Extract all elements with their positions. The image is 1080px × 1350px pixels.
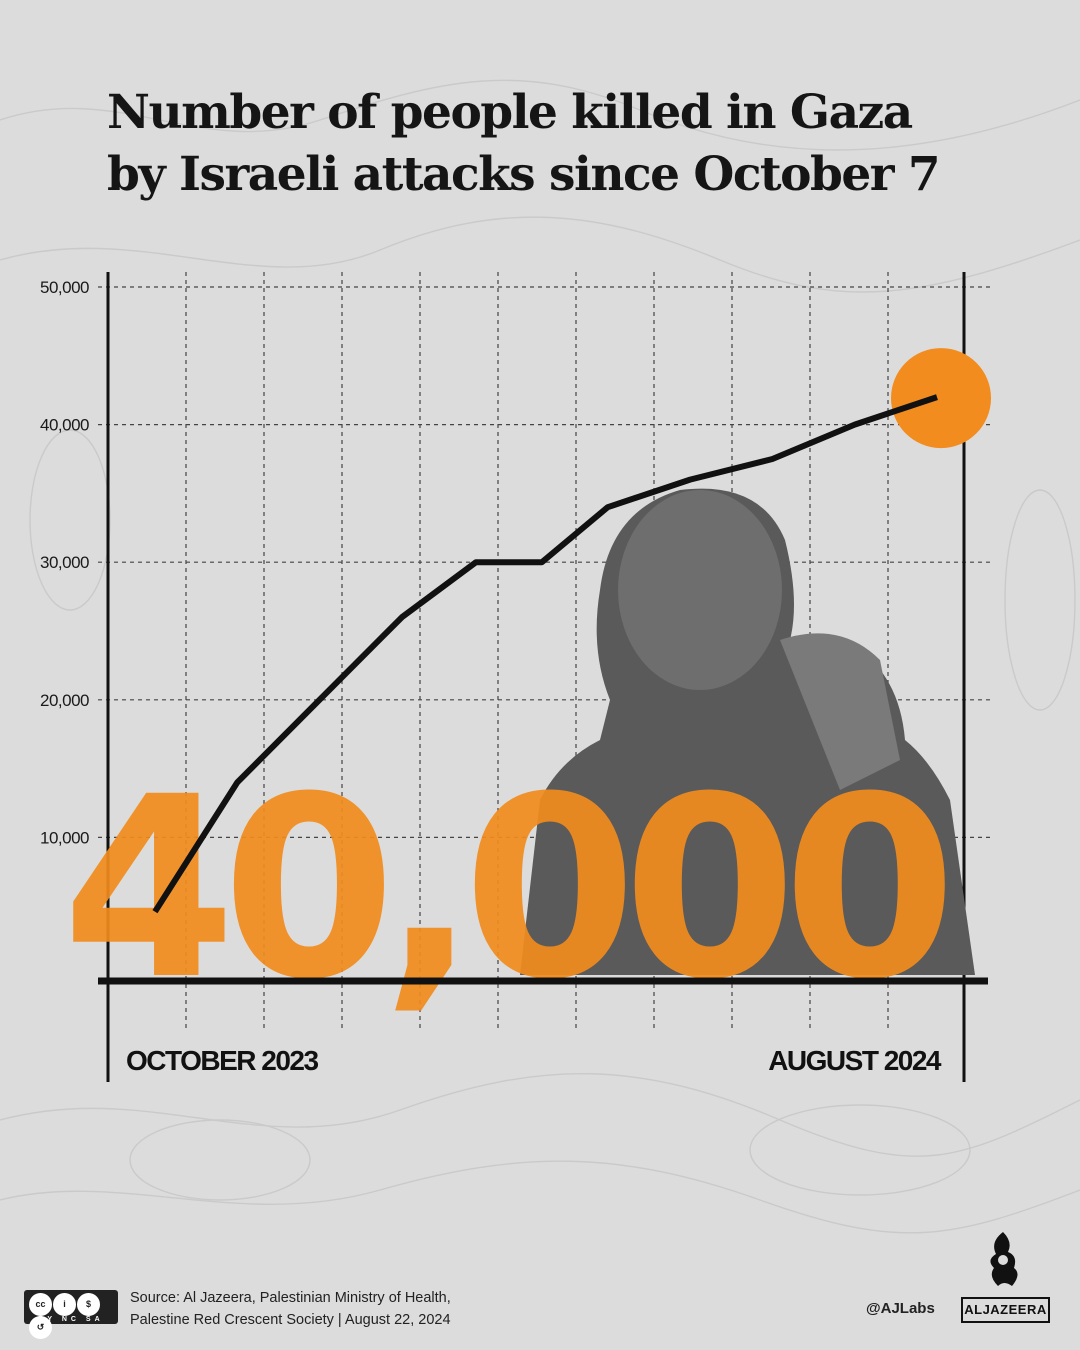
source-line-2: Palestine Red Crescent Society | August … [130, 1312, 451, 1328]
chart-title: Number of people killed in Gaza by Israe… [107, 82, 1007, 206]
y-tick-label: 30,000 [40, 553, 89, 572]
y-tick-label: 40,000 [40, 416, 89, 435]
aljazeera-wordmark: ALJAZEERA [961, 1297, 1050, 1323]
license-text: BY NC SA [38, 1316, 104, 1323]
source-line-1: Source: Al Jazeera, Palestinian Ministry… [130, 1290, 451, 1306]
cc-icon: cc [29, 1293, 52, 1316]
social-handle: @AJLabs [866, 1300, 935, 1317]
by-icon: i [53, 1293, 76, 1316]
source-note: Source: Al Jazeera, Palestinian Ministry… [130, 1287, 451, 1331]
title-line-2: by Israeli attacks since October 7 [107, 147, 941, 202]
y-tick-label: 50,000 [40, 278, 89, 297]
aljazeera-calligraphy-logo-icon [990, 1232, 1018, 1286]
y-tick-label: 20,000 [40, 691, 89, 710]
x-label-end: AUGUST 2024 [768, 1045, 942, 1076]
end-point-highlight-circle [891, 348, 991, 449]
person-photo-silhouette [520, 488, 975, 975]
x-label-start: OCTOBER 2023 [126, 1045, 318, 1076]
title-line-1: Number of people killed in Gaza [107, 85, 913, 140]
sa-icon: ↺ [29, 1316, 52, 1339]
series-line [152, 394, 938, 914]
big-number-highlight: 40,000 [62, 743, 945, 1034]
y-tick-label: 10,000 [40, 828, 89, 847]
y-axis-ticks: 50,000 40,000 30,000 20,000 10,000 [40, 278, 90, 847]
creative-commons-license-badge: cc i $ ↺ BY NC SA [24, 1290, 118, 1339]
nc-icon: $ [77, 1293, 100, 1316]
